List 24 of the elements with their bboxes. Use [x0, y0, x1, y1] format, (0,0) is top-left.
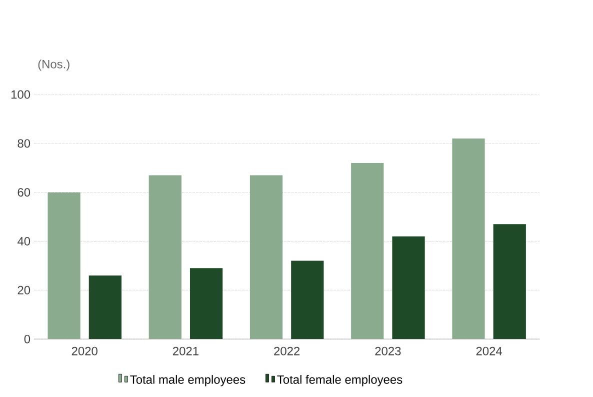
- bar: [148, 175, 182, 339]
- x-tick-label: 2023: [375, 346, 401, 356]
- y-tick-label: 40: [18, 236, 30, 246]
- bar: [351, 162, 384, 339]
- y-tick-label: 0: [24, 334, 30, 344]
- bar: [250, 175, 283, 339]
- legend-label: Total female employees: [277, 374, 402, 386]
- bar: [291, 260, 324, 339]
- y-tick-label: 80: [18, 139, 30, 148]
- bar: [190, 268, 223, 339]
- x-tick-label: 2024: [476, 346, 502, 356]
- y-tick-label: 100: [11, 90, 30, 99]
- y-axis-title: (Nos.): [38, 60, 70, 71]
- y-tick-label: 20: [18, 286, 30, 294]
- bar: [452, 138, 485, 339]
- x-tick-label: 2021: [173, 346, 198, 356]
- bar: [48, 192, 80, 339]
- y-tick-label: 60: [18, 188, 30, 196]
- x-tick-label: 2022: [274, 346, 300, 356]
- bar: [493, 224, 526, 339]
- bar: [392, 236, 425, 339]
- legend-label: Total male employees: [130, 374, 246, 386]
- bar: [88, 275, 122, 339]
- x-tick-label: 2020: [72, 346, 98, 356]
